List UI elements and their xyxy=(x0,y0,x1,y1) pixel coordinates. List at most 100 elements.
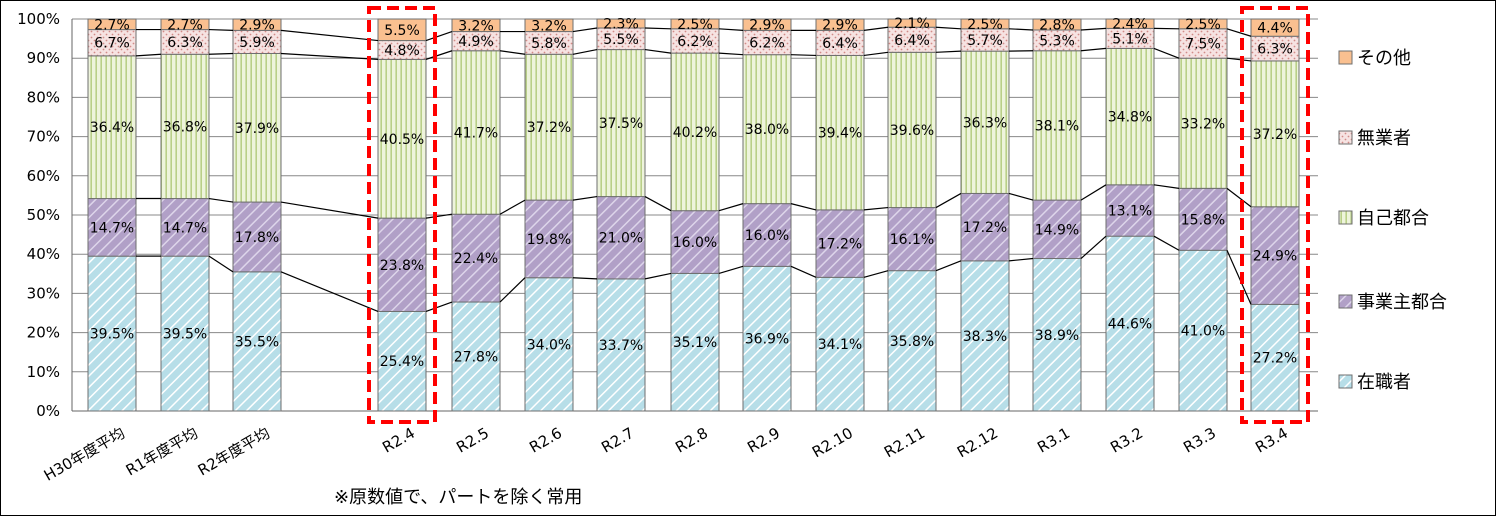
y-tick-label: 100% xyxy=(17,10,60,28)
data-label-sonota: 2.7% xyxy=(94,17,130,33)
data-label-jiko: 38.0% xyxy=(745,122,789,138)
data-label-zaishoku: 35.8% xyxy=(890,334,934,350)
data-label-zaishoku: 27.8% xyxy=(454,350,498,366)
data-label-jiko: 37.2% xyxy=(1253,127,1297,143)
data-label-jigyonushi: 22.4% xyxy=(454,251,498,267)
data-label-sonota: 3.2% xyxy=(458,18,494,34)
data-label-sonota: 2.5% xyxy=(677,17,713,33)
series-line-jiko xyxy=(791,55,816,56)
legend-swatch-sonota xyxy=(1339,51,1352,64)
data-label-zaishoku: 34.1% xyxy=(818,337,862,353)
series-line-mugyo xyxy=(645,28,671,29)
data-label-mugyo: 5.9% xyxy=(239,35,275,51)
legend-swatch-mugyo xyxy=(1339,131,1352,144)
data-label-sonota: 2.9% xyxy=(822,18,858,34)
y-tick-label: 90% xyxy=(27,49,60,67)
y-tick-label: 0% xyxy=(36,402,60,420)
data-label-jigyonushi: 14.7% xyxy=(163,220,207,236)
data-label-mugyo: 5.5% xyxy=(603,32,639,48)
data-label-jigyonushi: 14.7% xyxy=(90,220,134,236)
y-tick-label: 50% xyxy=(27,206,60,224)
data-label-mugyo: 6.3% xyxy=(167,35,203,51)
data-label-jiko: 37.2% xyxy=(527,120,571,136)
data-label-mugyo: 4.9% xyxy=(458,34,494,50)
data-label-sonota: 2.4% xyxy=(1112,17,1148,33)
data-label-jigyonushi: 16.0% xyxy=(745,228,789,244)
data-label-jigyonushi: 17.2% xyxy=(963,220,1007,236)
data-label-jiko: 37.9% xyxy=(235,121,279,137)
data-label-jiko: 40.5% xyxy=(380,132,424,148)
data-label-jiko: 41.7% xyxy=(454,125,498,141)
data-label-zaishoku: 36.9% xyxy=(745,332,789,348)
y-tick-label: 60% xyxy=(27,167,60,185)
data-label-zaishoku: 27.2% xyxy=(1253,351,1297,367)
y-tick-label: 10% xyxy=(27,363,60,381)
data-label-sonota: 2.9% xyxy=(239,18,275,34)
data-label-jigyonushi: 15.8% xyxy=(1181,212,1225,228)
data-label-mugyo: 6.2% xyxy=(677,34,713,50)
data-label-zaishoku: 34.0% xyxy=(527,337,571,353)
data-label-jiko: 37.5% xyxy=(599,116,643,132)
data-label-jigyonushi: 24.9% xyxy=(1253,249,1297,265)
data-label-jigyonushi: 21.0% xyxy=(599,231,643,247)
y-tick-label: 30% xyxy=(27,284,60,302)
data-label-jigyonushi: 17.8% xyxy=(235,230,279,246)
data-label-zaishoku: 41.0% xyxy=(1181,324,1225,340)
data-label-mugyo: 6.4% xyxy=(894,33,930,49)
data-label-mugyo: 5.3% xyxy=(1039,33,1075,49)
data-label-jigyonushi: 23.8% xyxy=(380,258,424,274)
y-tick-label: 20% xyxy=(27,324,60,342)
data-label-zaishoku: 25.4% xyxy=(380,354,424,370)
data-label-mugyo: 6.2% xyxy=(749,36,785,52)
legend-swatch-jiko xyxy=(1339,211,1352,224)
data-label-mugyo: 6.3% xyxy=(1257,42,1293,58)
data-label-zaishoku: 38.9% xyxy=(1035,328,1079,344)
y-tick-label: 70% xyxy=(27,128,60,146)
data-label-sonota: 2.7% xyxy=(167,17,203,33)
data-label-mugyo: 4.8% xyxy=(384,43,420,59)
data-label-sonota: 2.5% xyxy=(1185,17,1221,33)
data-label-jiko: 36.4% xyxy=(90,120,134,136)
data-label-sonota: 4.4% xyxy=(1257,21,1293,37)
data-label-jiko: 33.2% xyxy=(1181,116,1225,132)
data-label-mugyo: 5.7% xyxy=(967,33,1003,49)
legend-label-sonota: その他 xyxy=(1357,48,1411,69)
legend-label-zaishoku: 在職者 xyxy=(1357,372,1411,393)
data-label-jigyonushi: 14.9% xyxy=(1035,222,1079,238)
data-label-jiko: 39.4% xyxy=(818,126,862,142)
legend-label-jiko: 自己都合 xyxy=(1357,208,1429,229)
data-label-zaishoku: 35.5% xyxy=(235,334,279,350)
data-label-jiko: 40.2% xyxy=(673,125,717,141)
data-label-jigyonushi: 16.1% xyxy=(890,232,934,248)
legend-swatch-jigyonushi xyxy=(1339,295,1352,308)
data-label-jiko: 38.1% xyxy=(1035,118,1079,134)
data-label-mugyo: 5.8% xyxy=(531,36,567,52)
legend-label-jigyonushi: 事業主都合 xyxy=(1357,292,1447,313)
y-tick-label: 40% xyxy=(27,245,60,263)
data-label-jiko: 36.3% xyxy=(963,115,1007,131)
data-label-jigyonushi: 19.8% xyxy=(527,232,571,248)
data-label-sonota: 2.8% xyxy=(1039,17,1075,33)
data-label-jigyonushi: 17.2% xyxy=(818,237,862,253)
data-label-zaishoku: 33.7% xyxy=(599,338,643,354)
data-label-mugyo: 6.7% xyxy=(94,36,130,52)
data-label-jigyonushi: 13.1% xyxy=(1108,203,1152,219)
data-label-zaishoku: 44.6% xyxy=(1108,317,1152,333)
data-label-sonota: 3.2% xyxy=(531,18,567,34)
legend-swatch-zaishoku xyxy=(1339,375,1352,388)
legend-label-mugyo: 無業者 xyxy=(1357,128,1411,149)
data-label-sonota: 2.1% xyxy=(894,16,930,32)
data-label-jiko: 39.6% xyxy=(890,123,934,139)
data-label-mugyo: 7.5% xyxy=(1185,37,1221,53)
data-label-jiko: 34.8% xyxy=(1108,110,1152,126)
data-label-sonota: 2.9% xyxy=(749,18,785,34)
series-line-mugyo xyxy=(209,30,233,31)
data-label-zaishoku: 39.5% xyxy=(163,327,207,343)
data-label-mugyo: 6.4% xyxy=(822,36,858,52)
data-label-mugyo: 5.1% xyxy=(1112,31,1148,47)
data-label-jiko: 36.8% xyxy=(163,119,207,135)
data-label-sonota: 2.5% xyxy=(967,17,1003,33)
data-label-zaishoku: 35.1% xyxy=(673,335,717,351)
